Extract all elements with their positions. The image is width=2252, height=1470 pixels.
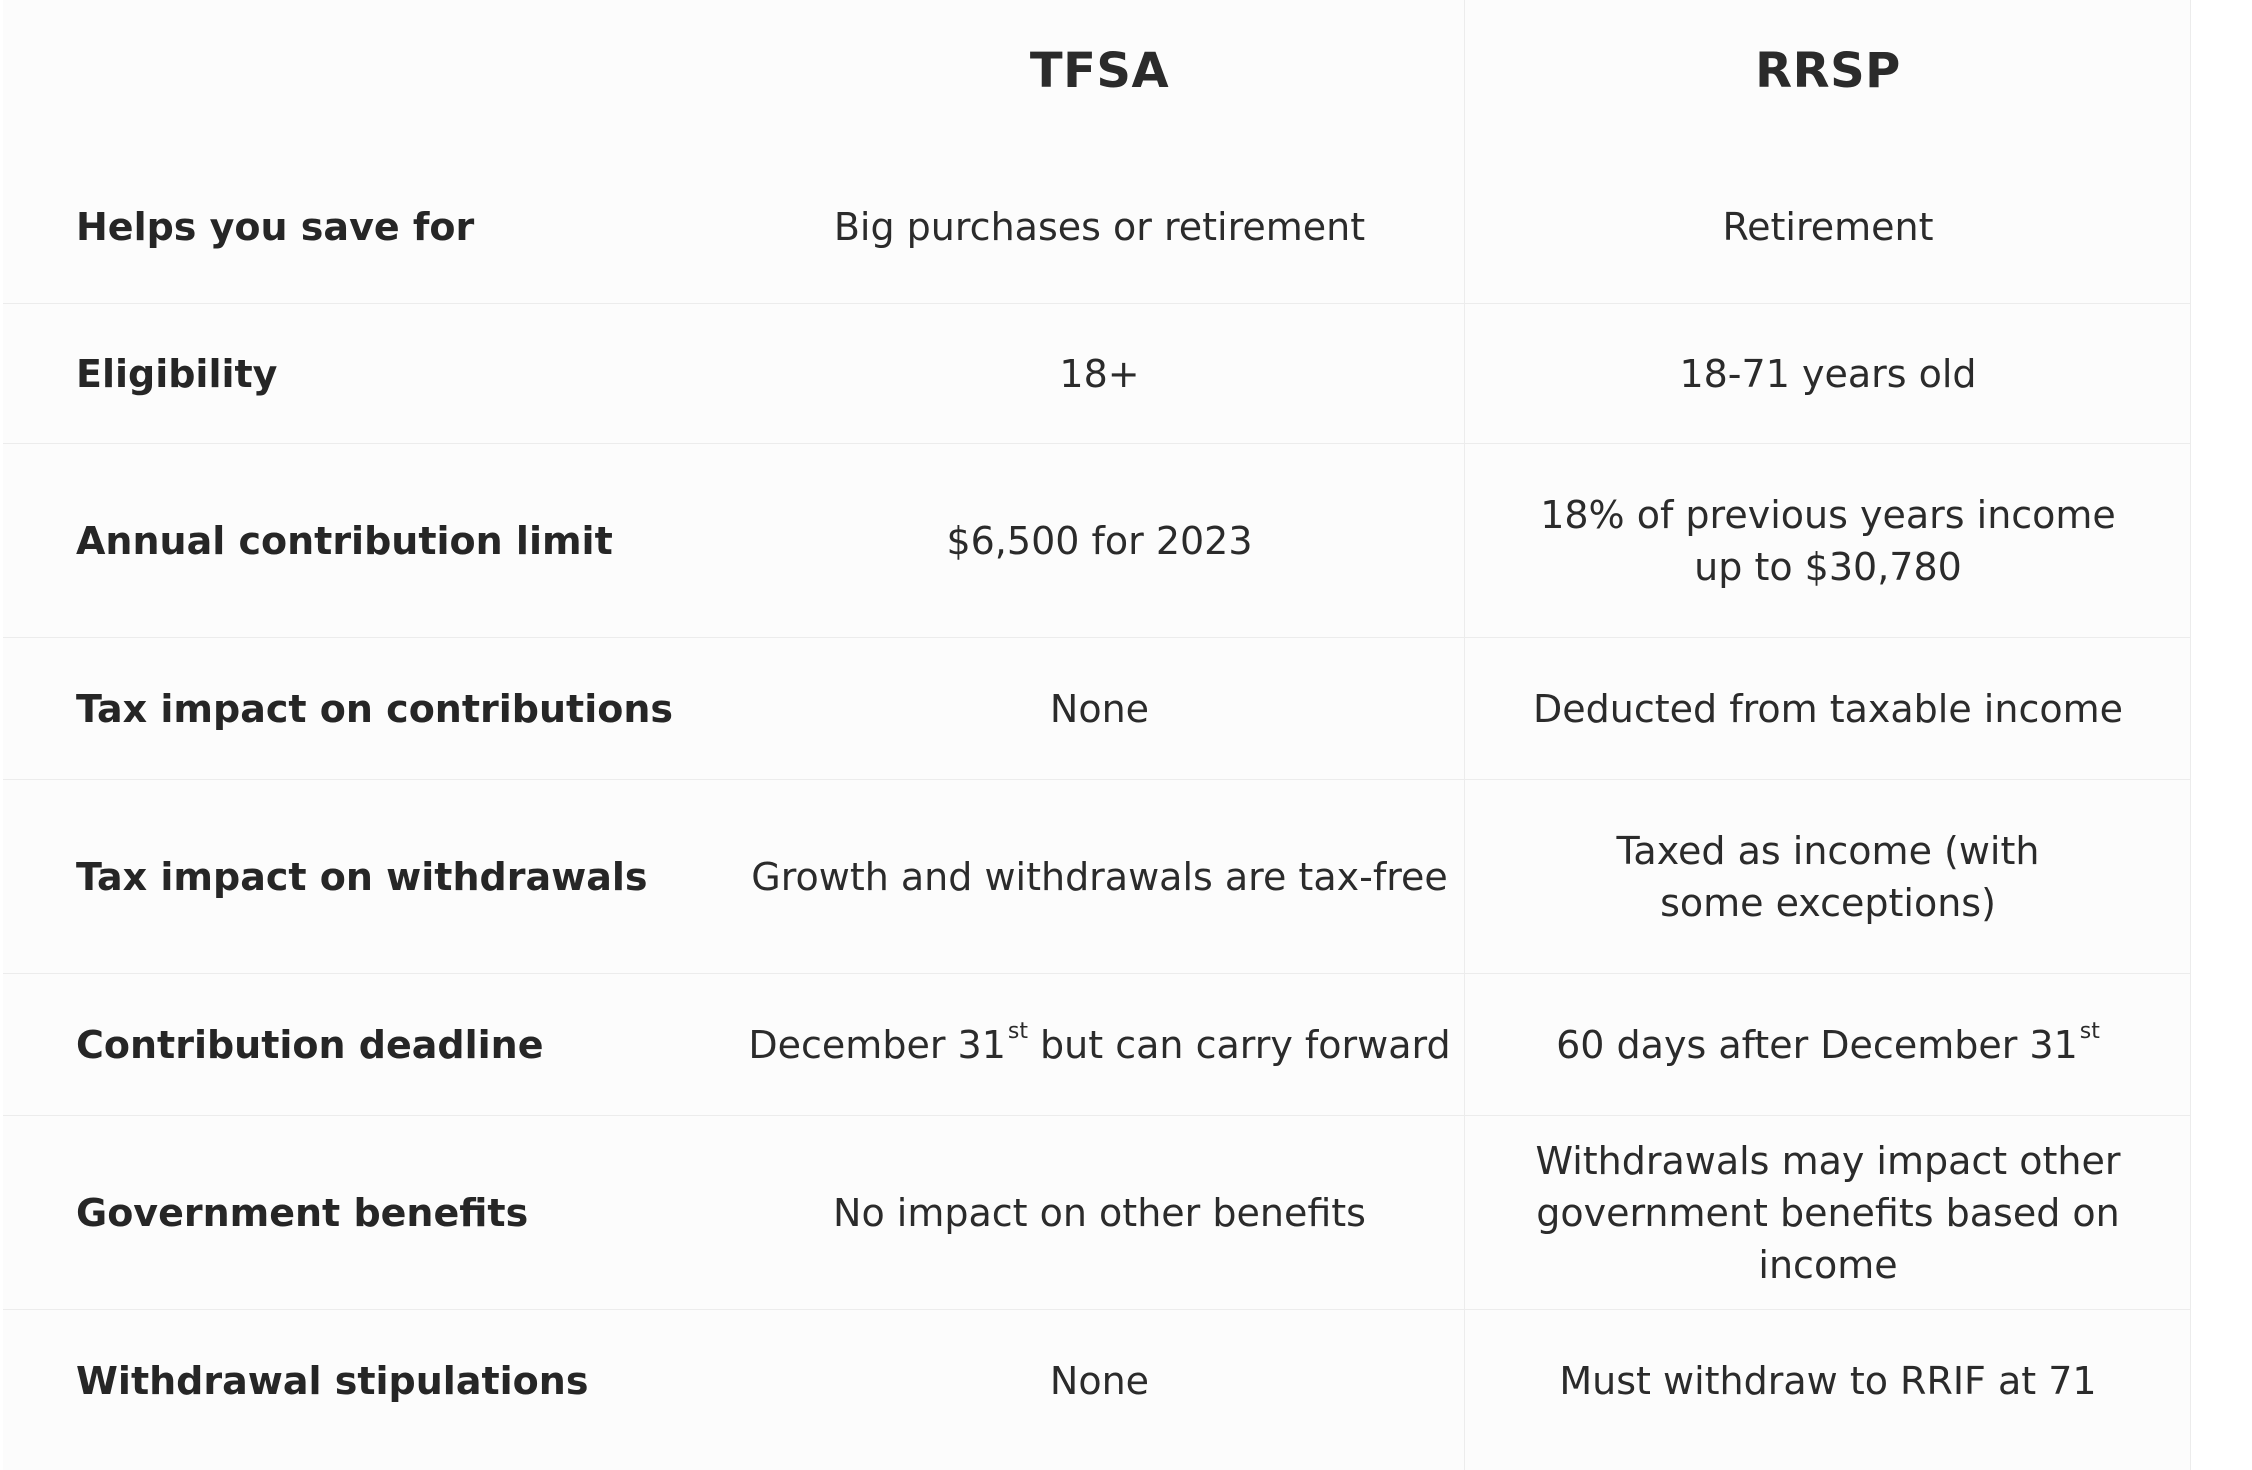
- rrsp-value: 18% of previous years income up to $30,7…: [1540, 492, 2116, 589]
- tfsa-value: $6,500 for 2023: [946, 518, 1253, 563]
- comparison-table: TFSA RRSP Helps you save for Big purchas…: [3, 0, 2191, 1470]
- ordinal-suffix: st: [1007, 1018, 1028, 1044]
- row-label: Eligibility: [76, 351, 278, 396]
- rrsp-value: Must withdraw to RRIF at 71: [1559, 1359, 2097, 1403]
- rrsp-value: 60 days after December 31st: [1465, 974, 2191, 1115]
- tfsa-deadline-text: December 31: [748, 1022, 1006, 1067]
- tfsa-deadline-note: but can carry forward: [1027, 1022, 1451, 1067]
- tfsa-value: Growth and withdrawals are tax-free: [751, 854, 1448, 899]
- ordinal-suffix: st: [2079, 1018, 2100, 1044]
- table-row: Annual contribution limit $6,500 for 202…: [3, 444, 2190, 638]
- column-header-rrsp: RRSP: [1755, 43, 1901, 99]
- rrsp-value: Retirement: [1722, 204, 1934, 249]
- table-header-row: TFSA RRSP: [3, 0, 2190, 150]
- column-divider: [1464, 0, 1465, 1470]
- table-row: Government benefits No impact on other b…: [3, 1116, 2190, 1310]
- rrsp-deadline-text: 60 days after December 31: [1556, 1022, 2078, 1067]
- column-header-tfsa: TFSA: [1029, 43, 1170, 99]
- tfsa-value: None: [1049, 686, 1150, 731]
- tfsa-value: Big purchases or retirement: [833, 204, 1366, 249]
- table-row: Helps you save for Big purchases or reti…: [3, 150, 2190, 304]
- tfsa-value: 18+: [1059, 351, 1140, 396]
- row-label: Tax impact on withdrawals: [76, 854, 648, 899]
- table-row: Tax impact on withdrawals Growth and wit…: [3, 780, 2190, 974]
- table-row: Eligibility 18+ 18-71 years old: [3, 304, 2190, 444]
- row-label: Withdrawal stipulations: [76, 1359, 589, 1403]
- rrsp-value: 18-71 years old: [1679, 351, 1977, 396]
- rrsp-value: Deducted from taxable income: [1532, 686, 2123, 731]
- table-row: Contribution deadline December 31st but …: [3, 974, 2190, 1116]
- row-label: Helps you save for: [76, 204, 475, 249]
- tfsa-value: December 31st but can carry forward: [736, 974, 1463, 1115]
- rrsp-value: Taxed as income (with some exceptions): [1616, 828, 2040, 925]
- row-label: Tax impact on contributions: [76, 686, 674, 731]
- row-label: Contribution deadline: [76, 1022, 544, 1067]
- row-label: Government benefits: [76, 1190, 529, 1235]
- table-row: Tax impact on contributions None Deducte…: [3, 638, 2190, 780]
- tfsa-value: No impact on other benefits: [833, 1190, 1366, 1235]
- rrsp-value: Withdrawals may impact other government …: [1535, 1138, 2121, 1287]
- row-label: Annual contribution limit: [76, 518, 613, 563]
- tfsa-value: None: [1049, 1359, 1150, 1403]
- table-row: Withdrawal stipulations None Must withdr…: [3, 1310, 2190, 1470]
